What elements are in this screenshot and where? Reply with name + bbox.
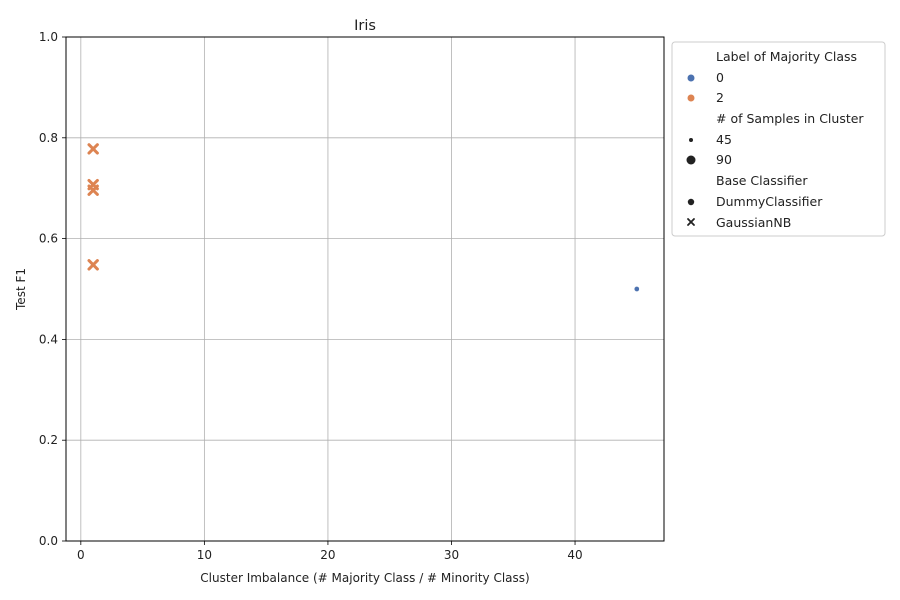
legend-marker-size-90	[686, 155, 696, 165]
chart-title: Iris	[354, 18, 376, 34]
y-axis-label: Test F1	[14, 268, 28, 311]
data-point-gaussian-nb	[87, 259, 99, 271]
legend-size-90: 90	[716, 152, 732, 167]
axis-ticks: 0 10 20 30 40 0.0 0.2 0.4 0.6 0.8 1.0	[39, 30, 583, 562]
legend: Label of Majority Class 0 2 # of Samples…	[671, 41, 886, 237]
legend-label-0: 0	[716, 70, 724, 85]
y-tick-label: 0.4	[39, 332, 58, 346]
data-point-gaussian-nb	[87, 184, 99, 196]
legend-style-dummy: DummyClassifier	[716, 194, 823, 209]
legend-size-title: # of Samples in Cluster	[716, 111, 864, 126]
data-points	[87, 143, 640, 292]
y-tick-label: 0.6	[39, 232, 58, 246]
x-tick-label: 20	[320, 548, 335, 562]
x-tick-label: 0	[77, 548, 85, 562]
legend-style-title: Base Classifier	[716, 173, 808, 188]
data-point-gaussian-nb	[87, 143, 99, 155]
data-point-dummy-classifier	[633, 286, 640, 292]
legend-marker-label-0	[687, 74, 695, 82]
y-tick-label: 0.8	[39, 131, 58, 145]
legend-size-45: 45	[716, 132, 732, 147]
legend-marker-label-2	[687, 94, 695, 102]
legend-label-2: 2	[716, 90, 724, 105]
x-tick-label: 10	[197, 548, 212, 562]
x-axis-label: Cluster Imbalance (# Majority Class / # …	[200, 571, 529, 585]
legend-marker-size-45	[689, 138, 693, 142]
legend-marker-gaussian-nb	[687, 218, 695, 226]
axes-frame	[65, 36, 665, 542]
legend-style-gaussian: GaussianNB	[716, 215, 791, 230]
y-tick-label: 0.2	[39, 433, 58, 447]
legend-marker-dummy-classifier	[687, 198, 695, 206]
y-tick-label: 0.0	[39, 534, 58, 548]
y-tick-label: 1.0	[39, 30, 58, 44]
legend-box	[671, 41, 886, 237]
x-tick-label: 30	[444, 548, 459, 562]
legend-hue-title: Label of Majority Class	[716, 49, 857, 64]
x-tick-label: 40	[567, 548, 582, 562]
